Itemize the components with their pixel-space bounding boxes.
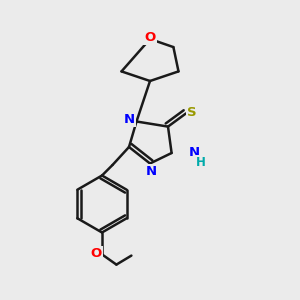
Text: N: N: [123, 112, 135, 126]
Text: N: N: [189, 146, 200, 159]
Text: S: S: [187, 106, 196, 119]
Text: H: H: [196, 155, 206, 169]
Text: O: O: [144, 31, 156, 44]
Text: O: O: [90, 247, 102, 260]
Text: N: N: [146, 165, 157, 178]
